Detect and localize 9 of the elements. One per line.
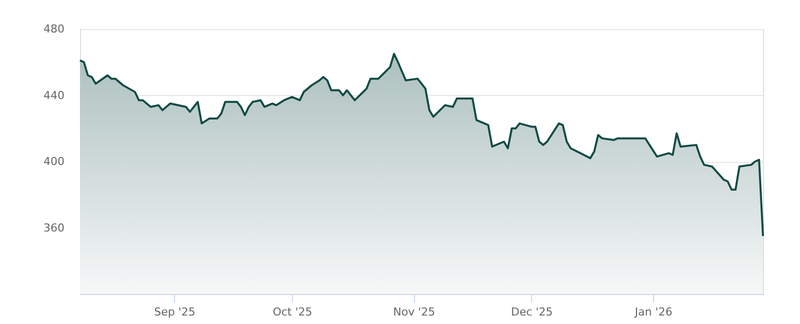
x-tick-label: Dec '25 (511, 306, 553, 318)
x-tick-label: Sep '25 (154, 306, 196, 318)
y-tick-label: 400 (44, 155, 64, 168)
y-tick-label: 360 (44, 221, 64, 234)
x-tick-label: Oct '25 (272, 306, 312, 318)
y-tick-label: 440 (44, 88, 64, 102)
x-tick-label: Nov '25 (393, 306, 436, 318)
x-tick-label: Jan '26 (634, 306, 672, 318)
y-tick-label: 480 (44, 22, 64, 36)
